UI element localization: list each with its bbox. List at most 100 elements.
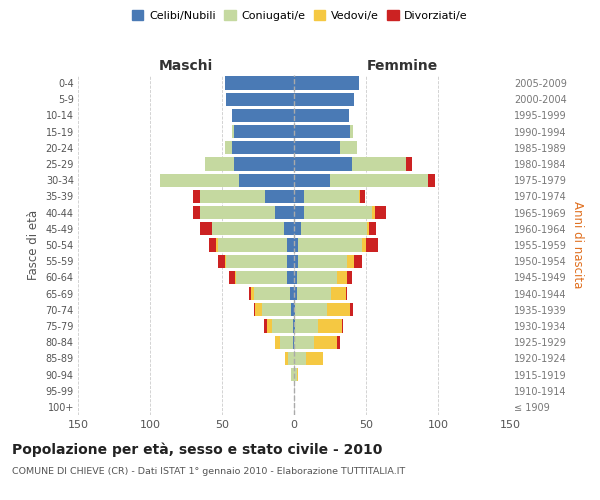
Bar	[293, 336, 294, 349]
Bar	[264, 320, 266, 332]
Bar	[337, 336, 340, 349]
Bar	[350, 303, 353, 316]
Bar	[319, 320, 341, 332]
Bar	[293, 320, 294, 332]
Bar	[294, 287, 297, 300]
Bar	[291, 303, 294, 316]
Bar	[360, 190, 365, 203]
Bar	[255, 303, 262, 316]
Bar	[350, 125, 353, 138]
Bar	[294, 76, 359, 90]
Bar	[250, 287, 251, 300]
Bar	[232, 125, 233, 138]
Bar	[294, 222, 301, 235]
Bar	[304, 206, 372, 220]
Y-axis label: Fasce di età: Fasce di età	[27, 210, 40, 280]
Text: COMUNE DI CHIEVE (CR) - Dati ISTAT 1° gennaio 2010 - Elaborazione TUTTITALIA.IT: COMUNE DI CHIEVE (CR) - Dati ISTAT 1° ge…	[12, 468, 405, 476]
Bar	[406, 158, 412, 170]
Bar	[205, 158, 233, 170]
Bar	[262, 303, 291, 316]
Bar	[294, 125, 350, 138]
Bar	[295, 320, 319, 332]
Bar	[355, 254, 362, 268]
Bar	[287, 254, 294, 268]
Bar	[297, 287, 331, 300]
Bar	[359, 190, 360, 203]
Bar	[239, 174, 294, 187]
Bar	[294, 320, 295, 332]
Bar	[236, 270, 287, 284]
Bar	[233, 125, 294, 138]
Bar	[298, 254, 347, 268]
Legend: Celibi/Nubili, Coniugati/e, Vedovi/e, Divorziati/e: Celibi/Nubili, Coniugati/e, Vedovi/e, Di…	[130, 8, 470, 23]
Bar	[287, 270, 294, 284]
Bar	[294, 238, 298, 252]
Bar	[291, 368, 294, 381]
Bar	[225, 141, 232, 154]
Bar	[225, 76, 294, 90]
Bar	[369, 222, 376, 235]
Bar	[290, 287, 294, 300]
Bar	[305, 352, 323, 365]
Bar	[374, 206, 386, 220]
Bar	[254, 303, 255, 316]
Bar	[232, 109, 294, 122]
Bar	[284, 222, 294, 235]
Text: Maschi: Maschi	[159, 58, 213, 72]
Bar	[216, 238, 218, 252]
Bar	[327, 303, 350, 316]
Bar	[275, 206, 294, 220]
Bar	[235, 270, 236, 284]
Bar	[294, 174, 330, 187]
Bar	[225, 254, 226, 268]
Bar	[337, 270, 347, 284]
Bar	[218, 254, 225, 268]
Bar	[340, 141, 358, 154]
Bar	[272, 320, 293, 332]
Bar	[330, 174, 428, 187]
Bar	[428, 174, 435, 187]
Bar	[193, 190, 200, 203]
Bar	[251, 287, 254, 300]
Bar	[295, 303, 327, 316]
Bar	[294, 368, 297, 381]
Bar	[266, 320, 272, 332]
Bar	[367, 222, 369, 235]
Bar	[275, 336, 280, 349]
Bar	[297, 270, 337, 284]
Bar	[347, 270, 352, 284]
Bar	[298, 238, 362, 252]
Bar	[294, 352, 305, 365]
Y-axis label: Anni di nascita: Anni di nascita	[571, 202, 584, 288]
Bar	[362, 238, 366, 252]
Bar	[347, 254, 355, 268]
Bar	[226, 254, 287, 268]
Bar	[294, 303, 295, 316]
Text: Popolazione per età, sesso e stato civile - 2010: Popolazione per età, sesso e stato civil…	[12, 442, 382, 457]
Bar	[160, 174, 239, 187]
Bar	[294, 190, 304, 203]
Bar	[294, 254, 298, 268]
Bar	[372, 206, 374, 220]
Bar	[331, 287, 346, 300]
Bar	[229, 270, 235, 284]
Bar	[304, 190, 359, 203]
Bar	[288, 352, 294, 365]
Bar	[265, 190, 294, 203]
Bar	[294, 270, 297, 284]
Bar	[341, 320, 343, 332]
Bar	[294, 92, 355, 106]
Bar	[212, 222, 284, 235]
Bar	[294, 336, 314, 349]
Bar	[294, 109, 349, 122]
Bar	[200, 206, 275, 220]
Bar	[232, 141, 294, 154]
Bar	[346, 287, 347, 300]
Bar	[254, 287, 290, 300]
Bar	[226, 92, 294, 106]
Bar	[200, 222, 212, 235]
Bar	[287, 238, 294, 252]
Bar	[294, 141, 340, 154]
Bar	[352, 158, 406, 170]
Bar	[286, 352, 288, 365]
